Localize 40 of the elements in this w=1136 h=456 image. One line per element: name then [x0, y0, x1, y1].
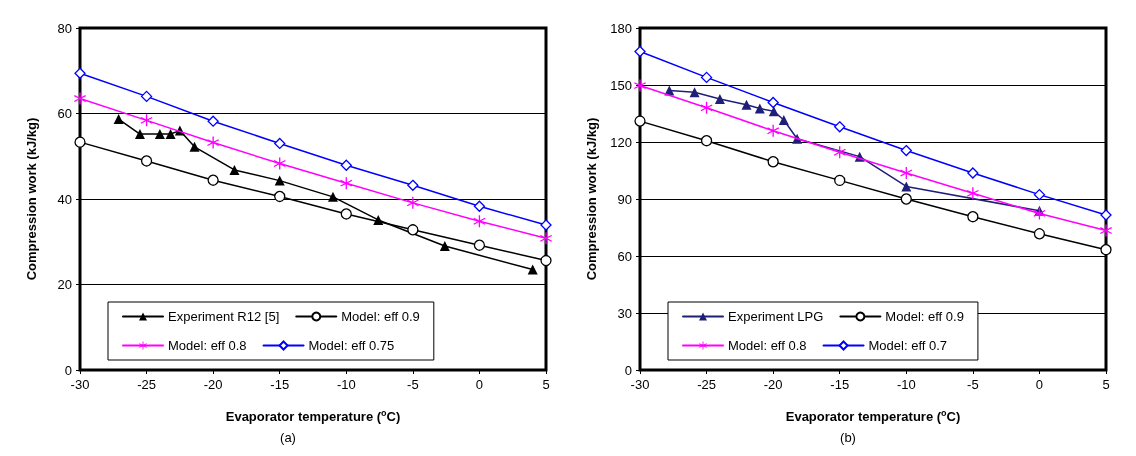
text: (b): [840, 430, 856, 445]
y-axis-title: Compression work (kJ/kg): [584, 117, 599, 281]
y-tick-label: 0: [64, 362, 72, 378]
y-tick-label: 80: [57, 20, 72, 36]
y-tick-label: 0: [624, 362, 632, 378]
y-tick-label: 30: [617, 305, 632, 321]
legend-label: Model: eff 0.75: [308, 338, 395, 353]
x-tick-label: -30: [70, 377, 90, 392]
legend-label: Model: eff 0.8: [168, 338, 247, 353]
x-tick-label: 0: [475, 377, 484, 392]
legend-label: Experiment R12 [5]: [168, 309, 280, 324]
legend-label: Experiment LPG: [728, 309, 824, 324]
legend-label: Model: eff 0.9: [341, 309, 420, 324]
x-tick-label: 0: [1035, 377, 1044, 392]
x-tick-label: -25: [697, 377, 716, 392]
x-tick-label: -10: [896, 377, 916, 392]
x-tick-label: -25: [137, 377, 156, 392]
y-tick-label: 180: [610, 20, 632, 36]
x-tick-label: 5: [542, 377, 550, 392]
x-tick-label: -15: [830, 377, 850, 392]
x-tick-label: -10: [336, 377, 356, 392]
y-tick-label: 120: [610, 134, 632, 150]
y-tick-label: 40: [57, 191, 72, 207]
text: (a): [280, 430, 296, 445]
y-tick-label: 20: [57, 277, 72, 292]
x-tick-label: -5: [407, 377, 419, 392]
x-tick-label: -5: [967, 377, 979, 392]
legend-label: Model: eff 0.7: [868, 338, 948, 353]
legend-label: Model: eff 0.9: [885, 309, 964, 324]
y-tick-label: 60: [57, 106, 72, 121]
legend-label: Model: eff 0.8: [728, 338, 807, 353]
x-tick-label: 5: [1102, 377, 1110, 392]
y-tick-label: 90: [617, 191, 632, 207]
y-tick-label: 150: [610, 77, 632, 93]
y-axis-title: Compression work (kJ/kg): [24, 117, 39, 281]
x-tick-label: -30: [630, 377, 650, 392]
x-tick-label: -15: [270, 377, 290, 392]
x-tick-label: -20: [203, 377, 223, 392]
x-tick-label: -20: [763, 377, 783, 392]
y-tick-label: 60: [617, 248, 632, 264]
